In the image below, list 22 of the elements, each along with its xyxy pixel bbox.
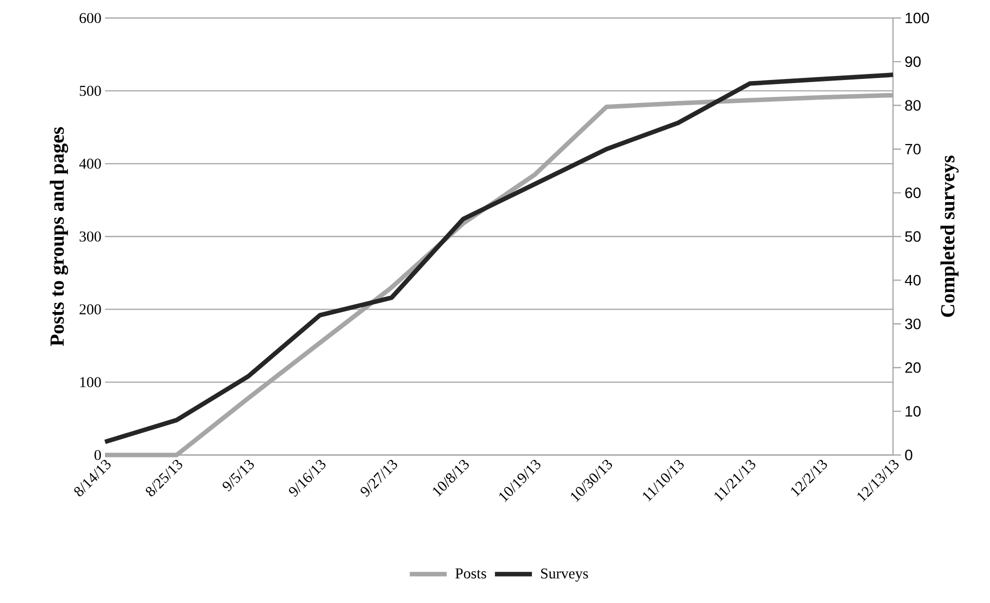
y-tick-label: 400 <box>79 158 101 169</box>
y-tick-label: 600 <box>80 12 101 24</box>
legend-label: Posts <box>455 568 486 578</box>
y2-tick-label: 80 <box>905 100 921 111</box>
y2-tick-label: 20 <box>905 362 921 373</box>
y2-tick-label: 40 <box>904 274 921 286</box>
y2-axis-title: Completed surveys <box>940 156 959 317</box>
y2-tick-label: 70 <box>905 144 921 154</box>
y2-tick-label: 10 <box>906 406 921 417</box>
y2-tick-label: 0 <box>905 450 912 460</box>
y2-tick-label: 60 <box>905 187 921 198</box>
y-tick-label: 500 <box>80 86 101 96</box>
y2-tick-label: 100 <box>906 12 929 24</box>
y-tick-label: 200 <box>80 304 101 314</box>
y-axis-title: Posts to groups and pages <box>50 127 68 346</box>
y2-tick-label: 30 <box>905 318 921 330</box>
y-tick-label: 0 <box>94 450 101 460</box>
y-tick-label: 300 <box>80 231 101 242</box>
legend-label: Surveys <box>541 568 588 582</box>
y2-tick-label: 50 <box>905 231 921 242</box>
y-tick-label: 100 <box>80 377 101 388</box>
y2-tick-label: 90 <box>905 56 921 67</box>
